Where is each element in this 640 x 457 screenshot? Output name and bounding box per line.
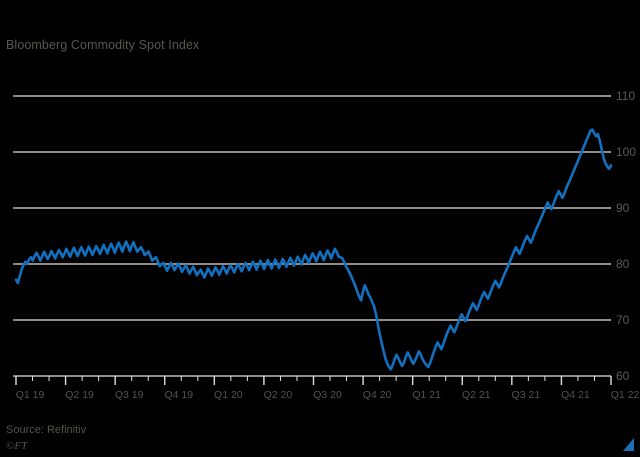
ft-credit: ©FT	[6, 440, 28, 452]
x-axis-tick-label: Q2 21	[461, 389, 491, 401]
x-axis-tick-label: Q1 20	[214, 389, 243, 401]
chart-title: Bloomberg Commodity Spot Index	[6, 38, 200, 52]
y-axis-tick-label: 80	[616, 257, 630, 271]
x-axis-tick-label: Q1 22	[610, 389, 640, 401]
series-line-bloomberg-commodity-spot-index	[14, 128, 613, 371]
x-axis-tick-label: Q1 21	[412, 389, 441, 401]
y-axis-tick-label: 70	[616, 313, 630, 327]
y-axis-tick-label: 60	[616, 369, 630, 383]
y-axis-tick-label: 100	[616, 145, 637, 159]
x-axis-ticks	[15, 376, 612, 385]
y-axis-tick-label: 90	[616, 201, 630, 215]
y-axis-tick-label: 110	[616, 89, 636, 103]
x-axis-tick-label: Q4 19	[164, 389, 194, 401]
x-axis-tick-label: Q4 20	[362, 389, 392, 401]
ft-logo-triangle-icon	[623, 438, 634, 451]
x-axis-tick-label: Q3 21	[511, 389, 541, 401]
source-note: Source: Refinitiv	[6, 424, 87, 436]
gridlines	[13, 95, 611, 377]
x-axis-tick-label: Q4 21	[561, 389, 590, 401]
x-axis-tick-label: Q2 19	[65, 389, 94, 401]
x-axis-tick-label: Q1 19	[15, 389, 45, 401]
x-axis-tick-label: Q3 20	[313, 389, 342, 401]
x-axis-tick-label: Q3 19	[114, 389, 144, 401]
x-axis-tick-label: Q2 20	[263, 389, 293, 401]
